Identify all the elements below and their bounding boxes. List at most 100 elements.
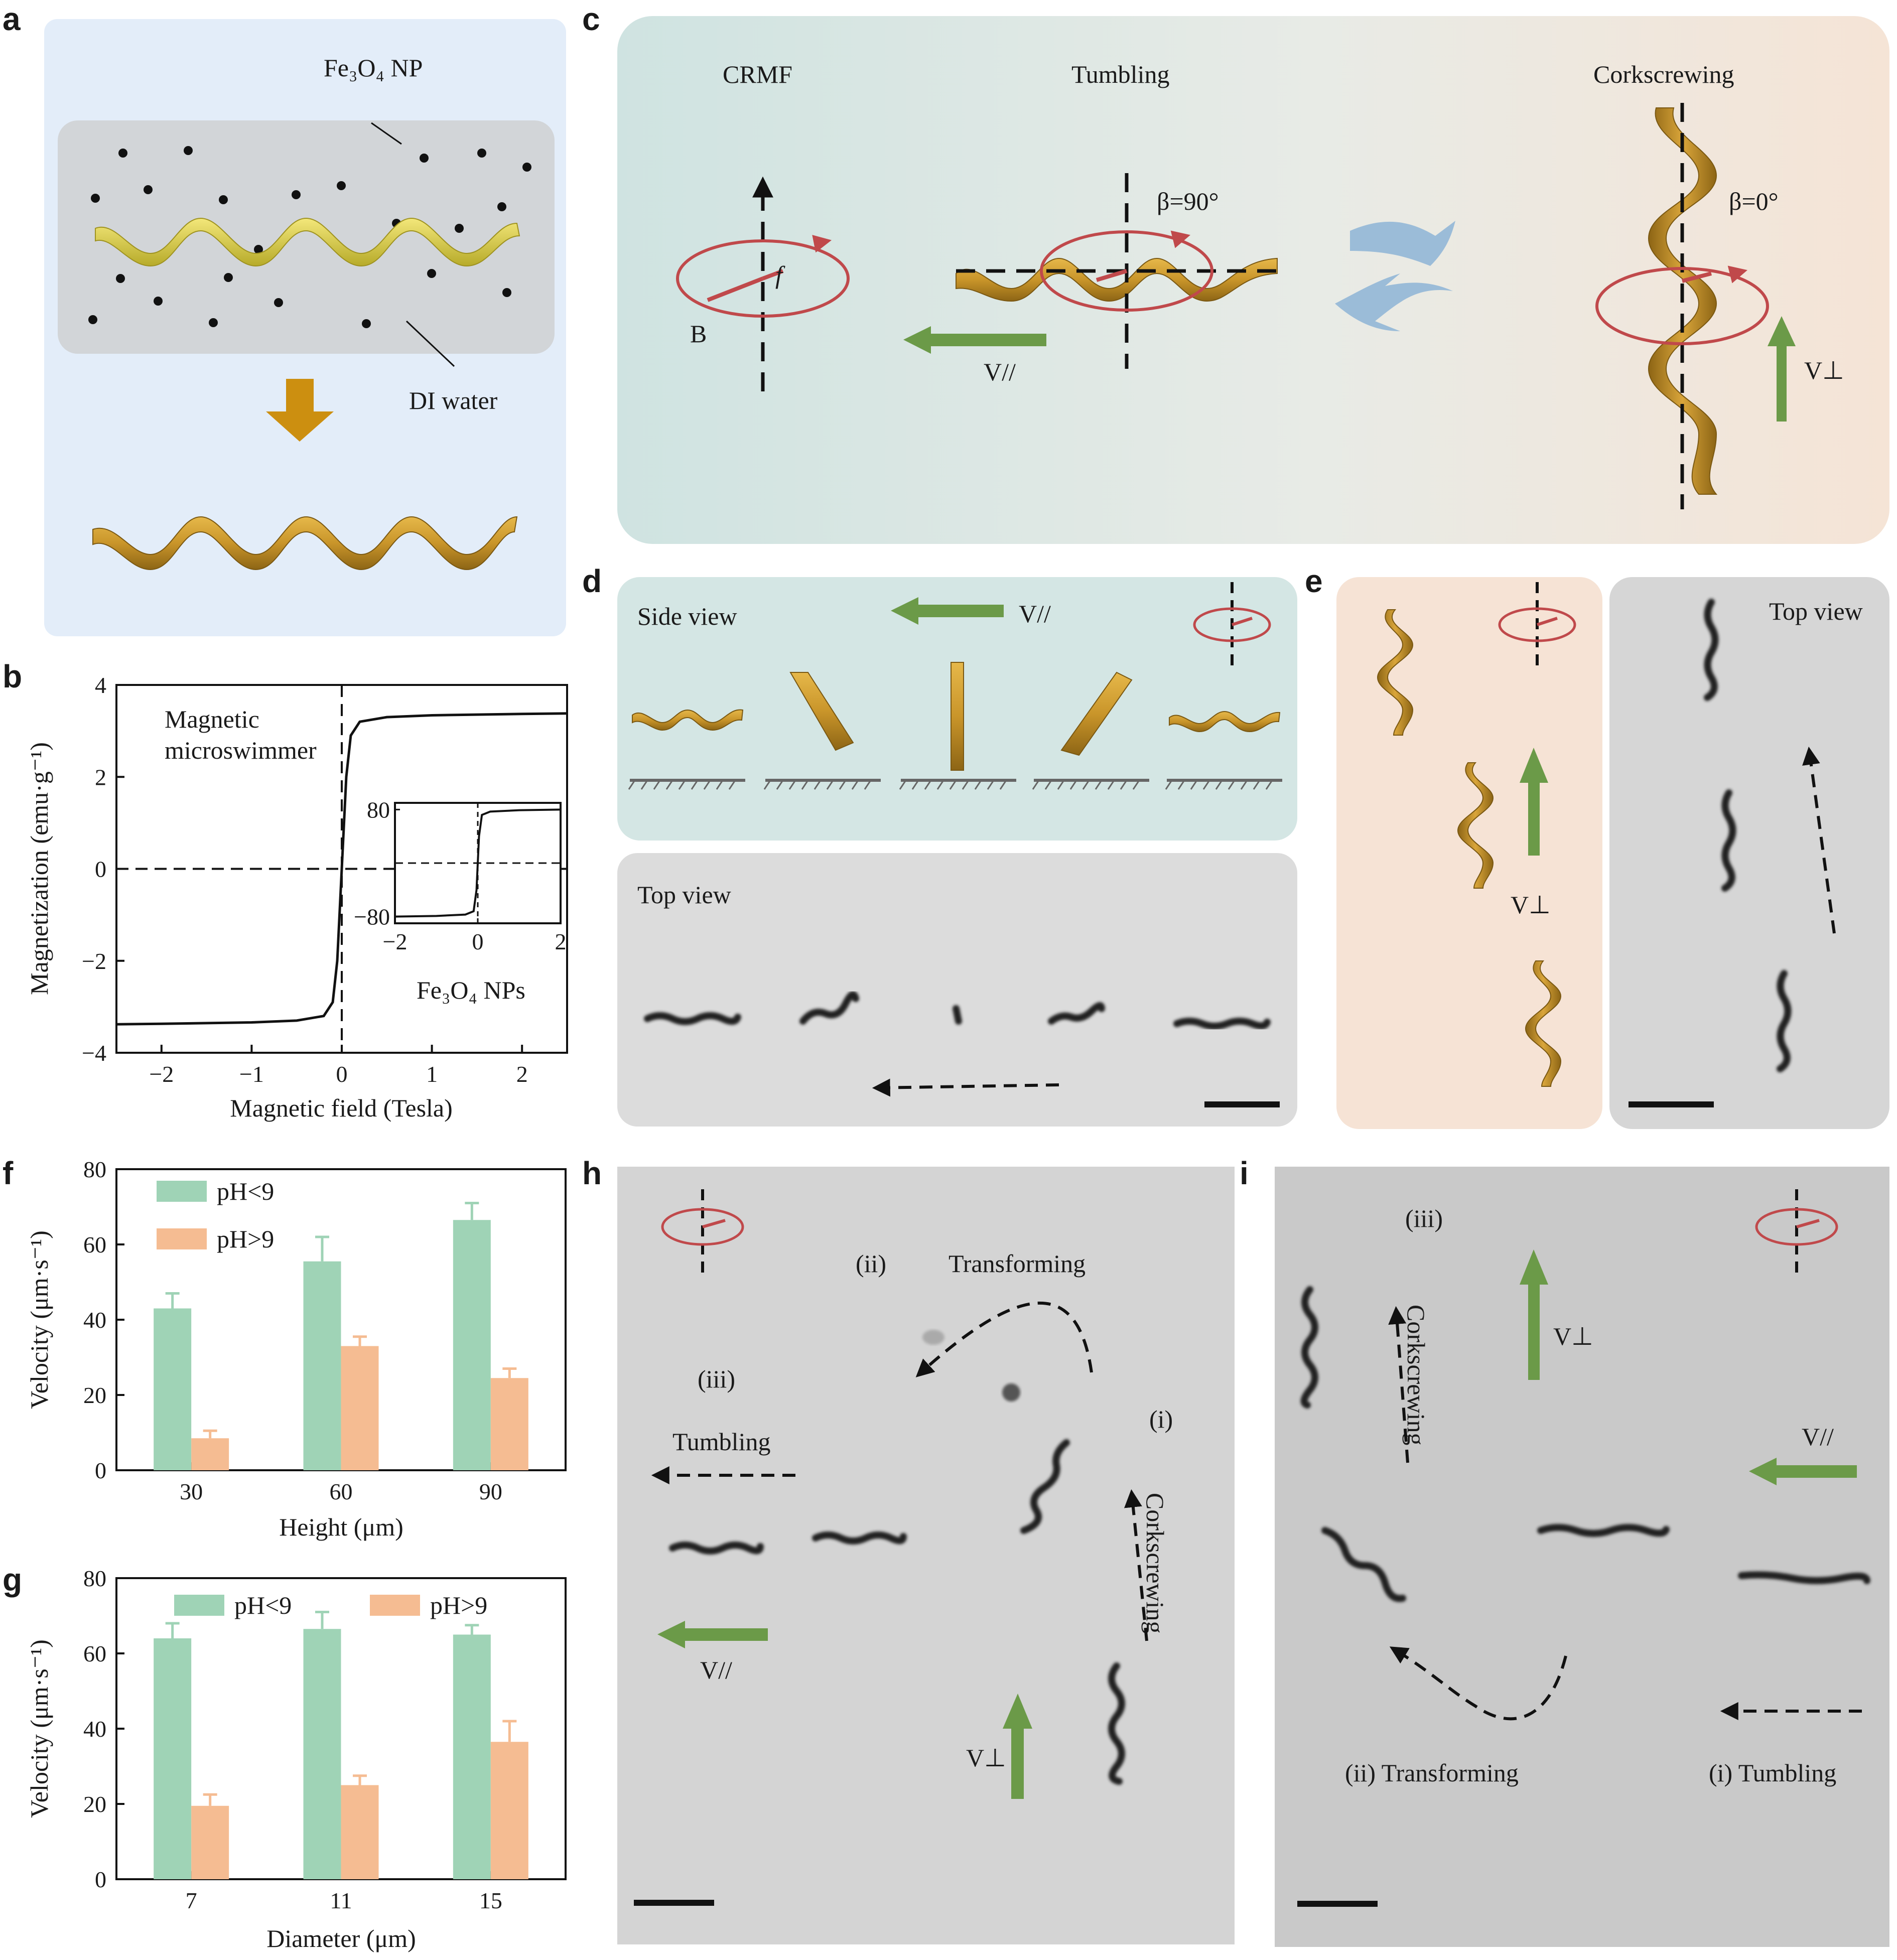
beta-0-label: β=0°	[1729, 187, 1779, 215]
np-label: Fe₃O₄ NP	[324, 54, 423, 82]
h-swimmers	[669, 1439, 1125, 1785]
chart-g-bar	[490, 1742, 528, 1879]
chart-b-inset-xtick-label: 2	[555, 929, 567, 954]
chart-f-xtick-label: 90	[479, 1479, 502, 1504]
chart-f-ylabel: Velocity (μm·s⁻¹)	[25, 1230, 53, 1409]
tumbling-label: Tumbling	[1071, 60, 1169, 88]
h-v-parallel-head	[657, 1621, 685, 1648]
chart-b-xtick-label: 2	[516, 1061, 528, 1087]
chart-f: 0 20 40 60 80 30 60 90 pH<9 pH>9 Height (μm) Velo…	[25, 1157, 567, 1541]
chart-f-legend-label: pH<9	[217, 1177, 274, 1205]
h-v-perp-label: V⊥	[966, 1744, 1006, 1772]
corkscrewing-label: Corkscrewing	[1593, 60, 1734, 88]
panel-d: Side view V//	[617, 577, 1297, 1127]
chart-f-xtick-label: 30	[180, 1479, 203, 1504]
panel-label-d: d	[582, 563, 602, 599]
panel-label-h: h	[582, 1155, 602, 1191]
i-corkscrewing-label: Corkscrewing	[1402, 1305, 1430, 1446]
chart-b-xtick-label: −1	[239, 1061, 264, 1087]
top-view-background	[617, 853, 1297, 1127]
v-perp-arrow-shaft	[1777, 344, 1787, 422]
side-view-helices	[632, 662, 1281, 771]
h-tumbling-label: Tumbling	[672, 1428, 770, 1456]
chart-g-bar	[191, 1805, 229, 1879]
panel-e-left-background	[1336, 577, 1602, 1129]
nanoparticle-dots	[88, 146, 531, 328]
chart-b-ytick-label: 4	[95, 672, 106, 698]
chart-g: 0 20 40 60 80 7 11 15 pH<9 pH>9 Diameter (μm) Vel…	[25, 1566, 567, 1952]
chart-f-xtick-label: 60	[330, 1479, 353, 1504]
d-v-parallel-label: V//	[1019, 600, 1051, 628]
e-direction-arrow	[1802, 746, 1836, 934]
chart-b-inset-xtick-label: 0	[472, 929, 484, 954]
rotating-field-icon	[676, 176, 850, 391]
chart-b-ytick-label: 0	[95, 857, 106, 882]
chart-f-bar	[191, 1438, 229, 1470]
h-v-parallel-shaft	[685, 1628, 768, 1641]
chart-g-ytick-label: 0	[95, 1867, 106, 1892]
panel-label-b: b	[3, 658, 22, 694]
chart-b-annotation-line2: microswimmer	[165, 736, 317, 764]
h-field-icon	[661, 1189, 744, 1275]
chart-g-xlabel: Diameter (μm)	[266, 1924, 416, 1952]
h-transform-arrow	[915, 1301, 1093, 1377]
top-view-swimmers	[644, 991, 1271, 1030]
chart-b-inset-ytick-label: 80	[367, 797, 390, 822]
chart-g-xtick-label: 15	[479, 1888, 502, 1913]
chart-b-xlabel: Magnetic field (Tesla)	[230, 1094, 453, 1122]
chart-b-inset-label: Fe₃O₄ NPs	[417, 976, 525, 1004]
chart-f-xlabel: Height (μm)	[279, 1513, 403, 1541]
e-top-view-label: Top view	[1769, 597, 1863, 625]
chart-g-ytick-label: 20	[83, 1791, 106, 1817]
beta-90-label: β=90°	[1157, 187, 1219, 215]
d-scale-bar	[1204, 1101, 1280, 1107]
h-v-perp-shaft	[1011, 1726, 1024, 1799]
field-b-label: B	[690, 320, 707, 348]
chart-g-ytick-label: 40	[83, 1716, 106, 1742]
chart-b-ytick-label: −4	[82, 1040, 106, 1066]
down-arrow	[266, 379, 334, 442]
d-v-parallel-head	[891, 597, 918, 625]
d-direction-arrow	[872, 1078, 1059, 1097]
chart-b-xtick-label: 1	[426, 1061, 438, 1087]
i-swimmers	[1300, 1286, 1870, 1602]
ground-hatches	[628, 780, 1273, 790]
panel-h-background	[617, 1167, 1235, 1944]
chart-b-xtick-label: −2	[149, 1061, 174, 1087]
panel-label-a: a	[3, 1, 21, 37]
chart-f-bar	[341, 1346, 379, 1470]
chart-b-ytick-label: 2	[95, 764, 106, 790]
h-iii-label: (iii)	[698, 1365, 735, 1393]
h-transforming-label: Transforming	[949, 1249, 1086, 1278]
chart-g-bar	[453, 1634, 491, 1879]
panel-c: CRMF Tumbling Corkscrewing f B β=90° V//	[617, 16, 1889, 544]
v-parallel-arrow-shaft	[931, 334, 1046, 346]
transform-arrow-right	[1350, 221, 1455, 266]
v-parallel-arrow-head	[903, 326, 931, 354]
panel-h: (ii) Transforming (iii) (i) Tumbling Cor…	[617, 1167, 1235, 1944]
panel-a: Fe₃O₄ NP DI water	[44, 19, 566, 636]
e-top-view-swimmers	[1704, 599, 1792, 1072]
chart-b-ytick-label: −2	[82, 948, 106, 974]
chart-b-xtick-label: 0	[336, 1061, 348, 1087]
chart-f-ytick-label: 60	[83, 1232, 106, 1257]
transform-arrow-left	[1335, 273, 1453, 331]
chart-f-ytick-label: 80	[83, 1157, 106, 1182]
chart-g-legend-swatch	[370, 1595, 420, 1616]
chart-b-inset-series-line	[394, 808, 561, 918]
chart-f-bar	[303, 1261, 341, 1470]
i-scale-bar	[1297, 1901, 1378, 1907]
v-parallel-label: V//	[984, 358, 1016, 386]
panel-label-f: f	[3, 1155, 14, 1191]
panel-label-g: g	[3, 1562, 22, 1598]
chart-g-bar	[303, 1629, 341, 1879]
panel-label-i: i	[1240, 1155, 1249, 1191]
chart-g-legend-label: pH>9	[430, 1591, 487, 1619]
side-view-label: Side view	[637, 602, 737, 630]
chart-g-legend-swatch	[174, 1595, 224, 1616]
corkscrewing-helix	[1595, 103, 1769, 509]
i-v-parallel-label: V//	[1802, 1423, 1834, 1451]
i-transform-arrow	[1389, 1646, 1567, 1721]
d-field-icon	[1193, 582, 1271, 667]
